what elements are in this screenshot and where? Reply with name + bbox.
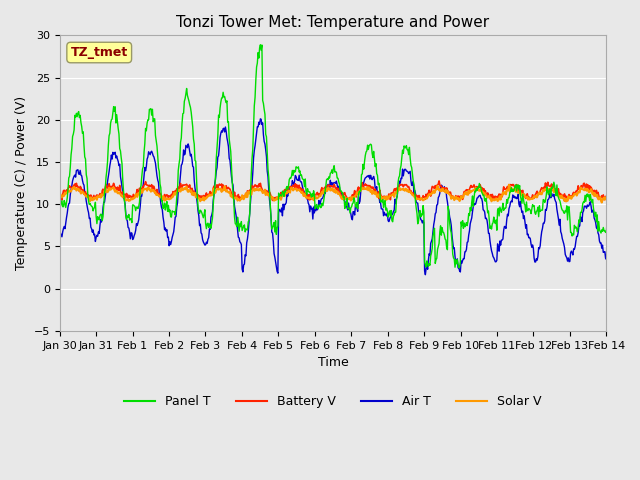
Battery V [260,189,268,195]
Line: Panel T: Panel T [60,45,640,268]
Title: Tonzi Tower Met: Temperature and Power: Tonzi Tower Met: Temperature and Power [177,15,490,30]
Air T [283,191,291,197]
Solar V [412,194,419,200]
Text: TZ_tmet: TZ_tmet [70,46,128,59]
Line: Battery V: Battery V [60,181,640,201]
Y-axis label: Temperature (C) / Power (V): Temperature (C) / Power (V) [15,96,28,270]
Panel T [283,184,291,190]
Air T [639,239,640,245]
Panel T [445,211,452,216]
Air T [124,225,132,230]
Solar V [505,182,513,188]
Solar V [124,196,132,202]
Battery V [435,178,443,184]
Air T [56,237,63,242]
Solar V [598,200,605,205]
Battery V [232,194,239,200]
Panel T [124,215,132,220]
Panel T [56,201,63,207]
Panel T [455,265,463,271]
Solar V [639,193,640,199]
X-axis label: Time: Time [317,356,348,369]
Air T [422,272,429,277]
Panel T [257,42,264,48]
Solar V [260,190,268,195]
Battery V [446,190,454,195]
Panel T [639,214,640,220]
Panel T [232,221,239,227]
Battery V [412,192,420,198]
Line: Solar V: Solar V [60,185,640,203]
Solar V [444,190,452,196]
Air T [446,215,454,220]
Line: Air T: Air T [60,119,640,275]
Battery V [283,185,291,191]
Air T [261,141,269,147]
Legend: Panel T, Battery V, Air T, Solar V: Panel T, Battery V, Air T, Solar V [119,390,547,413]
Panel T [412,205,420,211]
Battery V [269,198,276,204]
Battery V [639,193,640,199]
Solar V [232,196,239,202]
Solar V [282,191,290,196]
Panel T [261,111,269,117]
Battery V [56,193,63,199]
Air T [232,208,239,214]
Air T [412,200,420,205]
Air T [257,116,264,122]
Solar V [56,193,63,199]
Battery V [124,195,132,201]
